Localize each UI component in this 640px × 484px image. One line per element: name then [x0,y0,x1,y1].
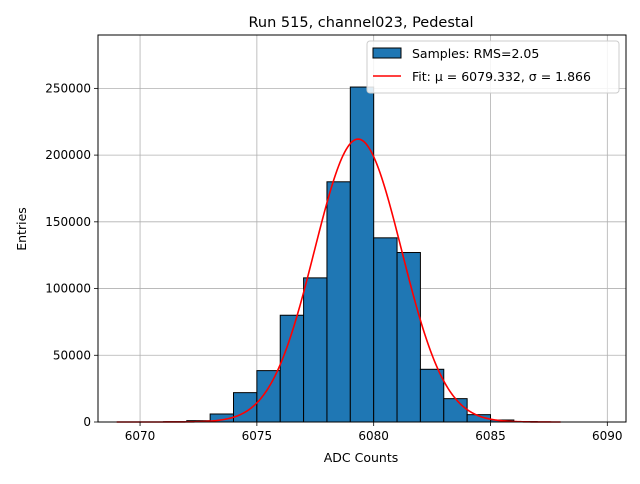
histogram-bar [444,399,467,422]
x-tick-label: 6085 [475,429,506,443]
y-tick-label: 50000 [53,348,91,362]
x-tick-label: 6080 [358,429,389,443]
x-tick-label: 6075 [242,429,273,443]
chart-title: Run 515, channel023, Pedestal [248,15,473,31]
legend-label-fit: Fit: μ = 6079.332, σ = 1.866 [412,69,591,84]
y-tick-label: 100000 [45,282,91,296]
x-tick-label: 6070 [125,429,156,443]
legend-swatch-samples [373,48,401,58]
legend-label-samples: Samples: RMS=2.05 [412,46,539,61]
y-tick-label: 250000 [45,81,91,95]
y-tick-label: 150000 [45,215,91,229]
histogram-bar [304,278,327,422]
y-tick-label: 0 [83,415,91,429]
histogram-bar [374,238,397,422]
histogram-bars [163,87,537,422]
histogram-bar [257,371,280,422]
y-tick-label: 200000 [45,148,91,162]
y-axis-label: Entries [14,207,29,251]
x-axis-label: ADC Counts [324,450,399,465]
x-tick-label: 6090 [592,429,623,443]
legend: Samples: RMS=2.05 Fit: μ = 6079.332, σ =… [367,41,619,93]
histogram-bar [420,369,443,422]
histogram-bar [234,393,257,422]
histogram-bar [350,87,373,422]
histogram-bar [327,182,350,422]
